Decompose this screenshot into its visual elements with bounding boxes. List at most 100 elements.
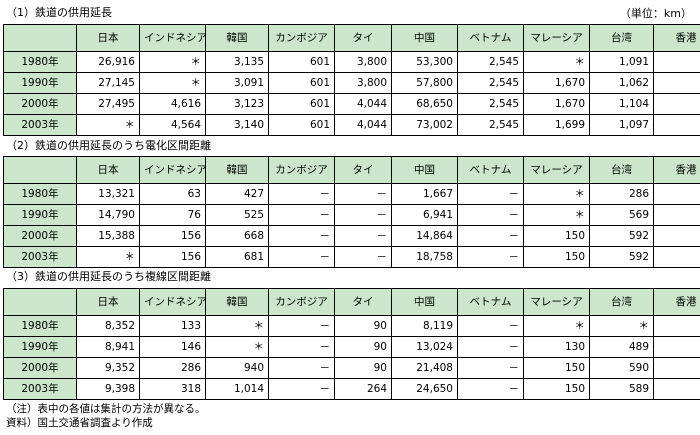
table-cell: ＊ [653, 246, 700, 268]
column-header: 中国 [391, 288, 458, 316]
table-cell: 14,790 [76, 204, 140, 226]
table-cell: 318 [139, 378, 206, 400]
table-cell: － [457, 315, 524, 337]
table-cell: 90 [334, 315, 392, 337]
table-cell: － [268, 204, 335, 226]
table-cell: 150 [523, 357, 590, 379]
table-cell: ＊ [205, 336, 269, 358]
table-cell: － [457, 204, 524, 226]
header-row: 日本 インドネシア 韓国 カンボジア タイ 中国 ベトナム マレーシア 台湾 香港 [3, 288, 700, 316]
row-label: 2003年 [3, 378, 77, 400]
row-label: 1990年 [3, 72, 77, 94]
table-cell: 569 [589, 204, 654, 226]
table-cell: ＊ [653, 51, 700, 73]
table-cell: 1,014 [205, 378, 269, 400]
table-cell: 601 [268, 72, 335, 94]
table-cell: 150 [523, 225, 590, 247]
table-cell: 286 [139, 357, 206, 379]
column-header: マレーシア [523, 288, 590, 316]
column-header: インドネシア [139, 288, 206, 316]
table-cell: 3,135 [205, 51, 269, 73]
column-header: 日本 [76, 288, 140, 316]
table-cell: 21,408 [391, 357, 458, 379]
table-cell: 18,758 [391, 246, 458, 268]
column-header: カンボジア [268, 156, 335, 184]
table-cell: ＊ [523, 51, 590, 73]
table-cell: － [268, 336, 335, 358]
table-cell: － [457, 378, 524, 400]
table-cell: 4,564 [139, 114, 206, 136]
table-cell: 73,002 [391, 114, 458, 136]
table-cell: － [268, 315, 335, 337]
table-cell: ＊ [139, 72, 206, 94]
column-header: マレーシア [523, 156, 590, 184]
notes: （注）表中の各値は集計の方法が異なる。 資料）国土交通省調査より作成 [6, 402, 206, 430]
table-cell: 27,495 [76, 93, 140, 115]
table-cell: 13,321 [76, 183, 140, 205]
column-header: 香港 [653, 288, 700, 316]
table-cell: ＊ [523, 315, 590, 337]
table-cell: 133 [139, 315, 206, 337]
table-cell: ＊ [589, 315, 654, 337]
column-header: タイ [334, 24, 392, 52]
table-cell: ＊ [653, 93, 700, 115]
unit-label: （単位：km） [619, 7, 692, 20]
table-cell: 156 [139, 246, 206, 268]
table-cell: ＊ [523, 204, 590, 226]
table-cell: － [268, 378, 335, 400]
table-cell: 3,123 [205, 93, 269, 115]
table-cell: 57,800 [391, 72, 458, 94]
header-row: 日本 インドネシア 韓国 カンボジア タイ 中国 ベトナム マレーシア 台湾 香港 [3, 156, 700, 184]
table-cell: 63 [139, 183, 206, 205]
table-cell: 1,097 [589, 114, 654, 136]
table-row: 1980年 26,916 ＊ 3,135 601 3,800 53,300 2,545 ＊ 1,0… [3, 51, 700, 73]
table-cell: 2,545 [457, 51, 524, 73]
column-header: 香港 [653, 156, 700, 184]
table-cell: － [457, 246, 524, 268]
table-cell: ＊ [653, 183, 700, 205]
table-cell: 90 [334, 336, 392, 358]
column-header: インドネシア [139, 156, 206, 184]
table-cell: － [268, 357, 335, 379]
table-cell: 3,140 [205, 114, 269, 136]
table-cell: 24,650 [391, 378, 458, 400]
table-cell: ＊ [653, 225, 700, 247]
table-cell: － [268, 246, 335, 268]
table-cell: 4,044 [334, 93, 392, 115]
column-header: インドネシア [139, 24, 206, 52]
table-cell: 1,699 [523, 114, 590, 136]
table-cell: 156 [139, 225, 206, 247]
table-cell: 601 [268, 93, 335, 115]
column-header: ベトナム [457, 24, 524, 52]
table-cell: 8,119 [391, 315, 458, 337]
column-header: 台湾 [589, 288, 654, 316]
header-row: 日本 インドネシア 韓国 カンボジア タイ 中国 ベトナム マレーシア 台湾 香港 [3, 24, 700, 52]
table-cell: 286 [589, 183, 654, 205]
table-row: 2003年＊ 4,564 3,140 601 4,044 73,002 2,545 1,699… [3, 114, 700, 136]
column-header: 台湾 [589, 24, 654, 52]
table-cell: 8,352 [76, 315, 140, 337]
table-cell: 940 [205, 357, 269, 379]
table-cell: 2,545 [457, 72, 524, 94]
table-title: （2）鉄道の供用延長のうち電化区間距離 [6, 139, 211, 152]
table-cell: － [457, 225, 524, 247]
table-title: （3）鉄道の供用延長のうち複線区間距離 [6, 270, 211, 283]
row-label: 1990年 [3, 204, 77, 226]
table-cell: 4,616 [139, 93, 206, 115]
data-table: 日本 インドネシア 韓国 カンボジア タイ 中国 ベトナム マレーシア 台湾 香港 1980年 8,3… [3, 288, 700, 400]
table-cell: ＊ [76, 246, 140, 268]
table-cell: － [457, 183, 524, 205]
table-cell: 601 [268, 114, 335, 136]
table-cell: ＊ [653, 357, 700, 379]
table-cell: 3,091 [205, 72, 269, 94]
column-header: マレーシア [523, 24, 590, 52]
table-cell: ＊ [653, 114, 700, 136]
column-header: 韓国 [205, 156, 269, 184]
column-header: カンボジア [268, 288, 335, 316]
row-label: 1980年 [3, 51, 77, 73]
table-cell: － [268, 225, 335, 247]
